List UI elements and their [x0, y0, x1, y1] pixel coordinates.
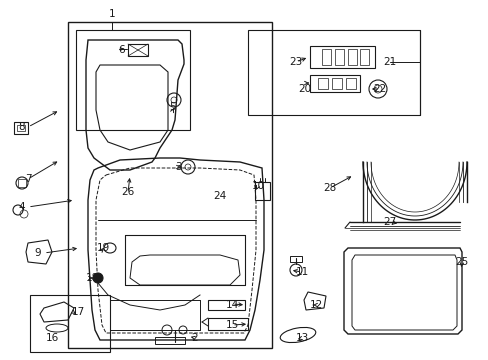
Text: 15: 15: [225, 320, 238, 330]
Text: 28: 28: [323, 183, 336, 193]
Circle shape: [93, 273, 103, 283]
Text: 5: 5: [169, 102, 176, 112]
Text: 18: 18: [85, 273, 99, 283]
Text: 24: 24: [213, 191, 226, 201]
Text: 21: 21: [383, 57, 396, 67]
Text: 23: 23: [289, 57, 302, 67]
Text: 10: 10: [251, 181, 264, 191]
Text: 4: 4: [19, 202, 25, 212]
Text: 25: 25: [454, 257, 468, 267]
Text: 7: 7: [24, 174, 31, 184]
Text: 3: 3: [174, 162, 181, 172]
Text: 16: 16: [45, 333, 59, 343]
Text: 27: 27: [383, 217, 396, 227]
Text: 13: 13: [295, 333, 308, 343]
Text: 22: 22: [373, 84, 386, 94]
Text: 8: 8: [19, 122, 25, 132]
Text: 19: 19: [96, 243, 109, 253]
Text: 11: 11: [295, 267, 308, 277]
Text: 6: 6: [119, 45, 125, 55]
Text: 12: 12: [309, 300, 322, 310]
Text: 2: 2: [191, 333, 198, 343]
Text: 9: 9: [35, 248, 41, 258]
Text: 14: 14: [225, 300, 238, 310]
Text: 1: 1: [108, 9, 115, 19]
Text: 20: 20: [298, 84, 311, 94]
Text: 17: 17: [71, 307, 84, 317]
Text: 26: 26: [121, 187, 134, 197]
